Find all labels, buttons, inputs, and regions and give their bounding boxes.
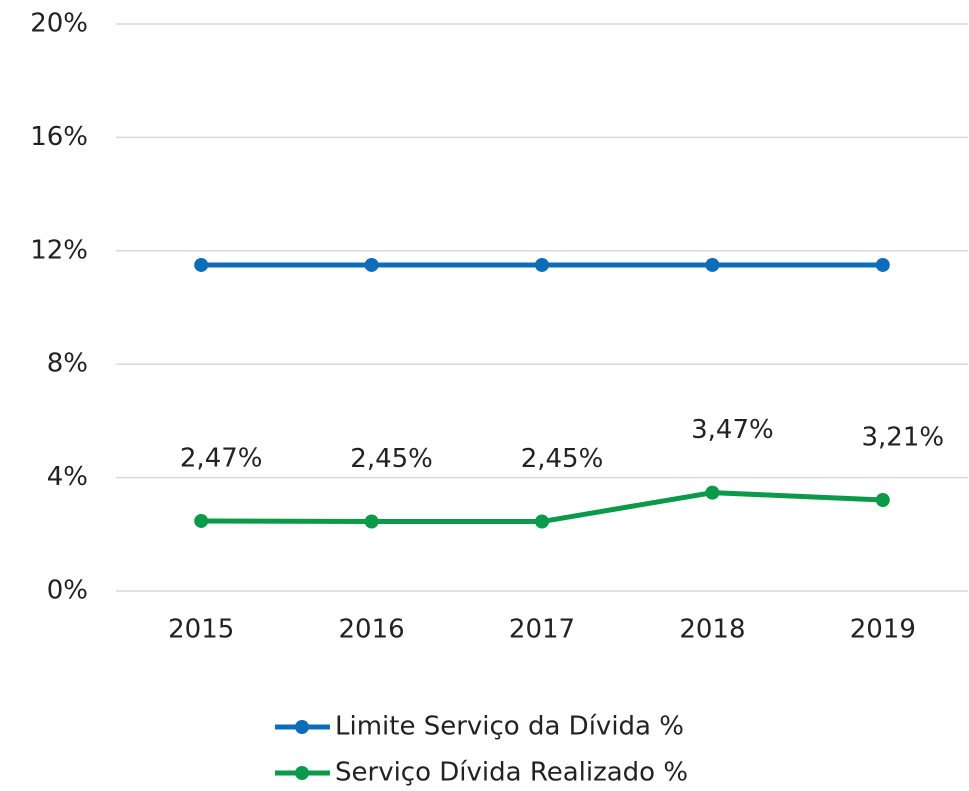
data-point [364,257,379,272]
y-tick-label: 4% [47,462,88,492]
data-label: 3,47% [691,415,774,445]
y-tick-label: 0% [47,576,88,606]
data-point [535,257,549,272]
x-tick-label: 2018 [679,615,745,645]
data-label: 2,47% [180,443,263,473]
x-tick-label: 2019 [850,615,916,645]
y-tick-label: 16% [30,122,88,152]
data-point [194,513,209,528]
data-label: 2,45% [350,444,433,474]
legend-marker [295,720,309,734]
data-point [364,514,379,529]
legend-label: Limite Serviço da Dívida % [335,712,684,742]
data-point [535,514,549,529]
data-point [705,257,720,272]
y-tick-label: 8% [47,349,88,379]
data-point [875,492,890,507]
data-point [705,485,720,500]
legend-marker [295,766,309,780]
legend-label: Serviço Dívida Realizado % [335,758,688,788]
y-tick-label: 20% [30,9,88,39]
data-label: 2,45% [521,444,604,474]
x-tick-label: 2016 [339,615,405,645]
data-point [875,257,890,272]
x-tick-label: 2017 [509,615,575,645]
y-tick-label: 12% [30,235,88,265]
data-point [194,257,209,272]
x-tick-label: 2015 [168,615,234,645]
data-label: 3,21% [861,422,944,452]
